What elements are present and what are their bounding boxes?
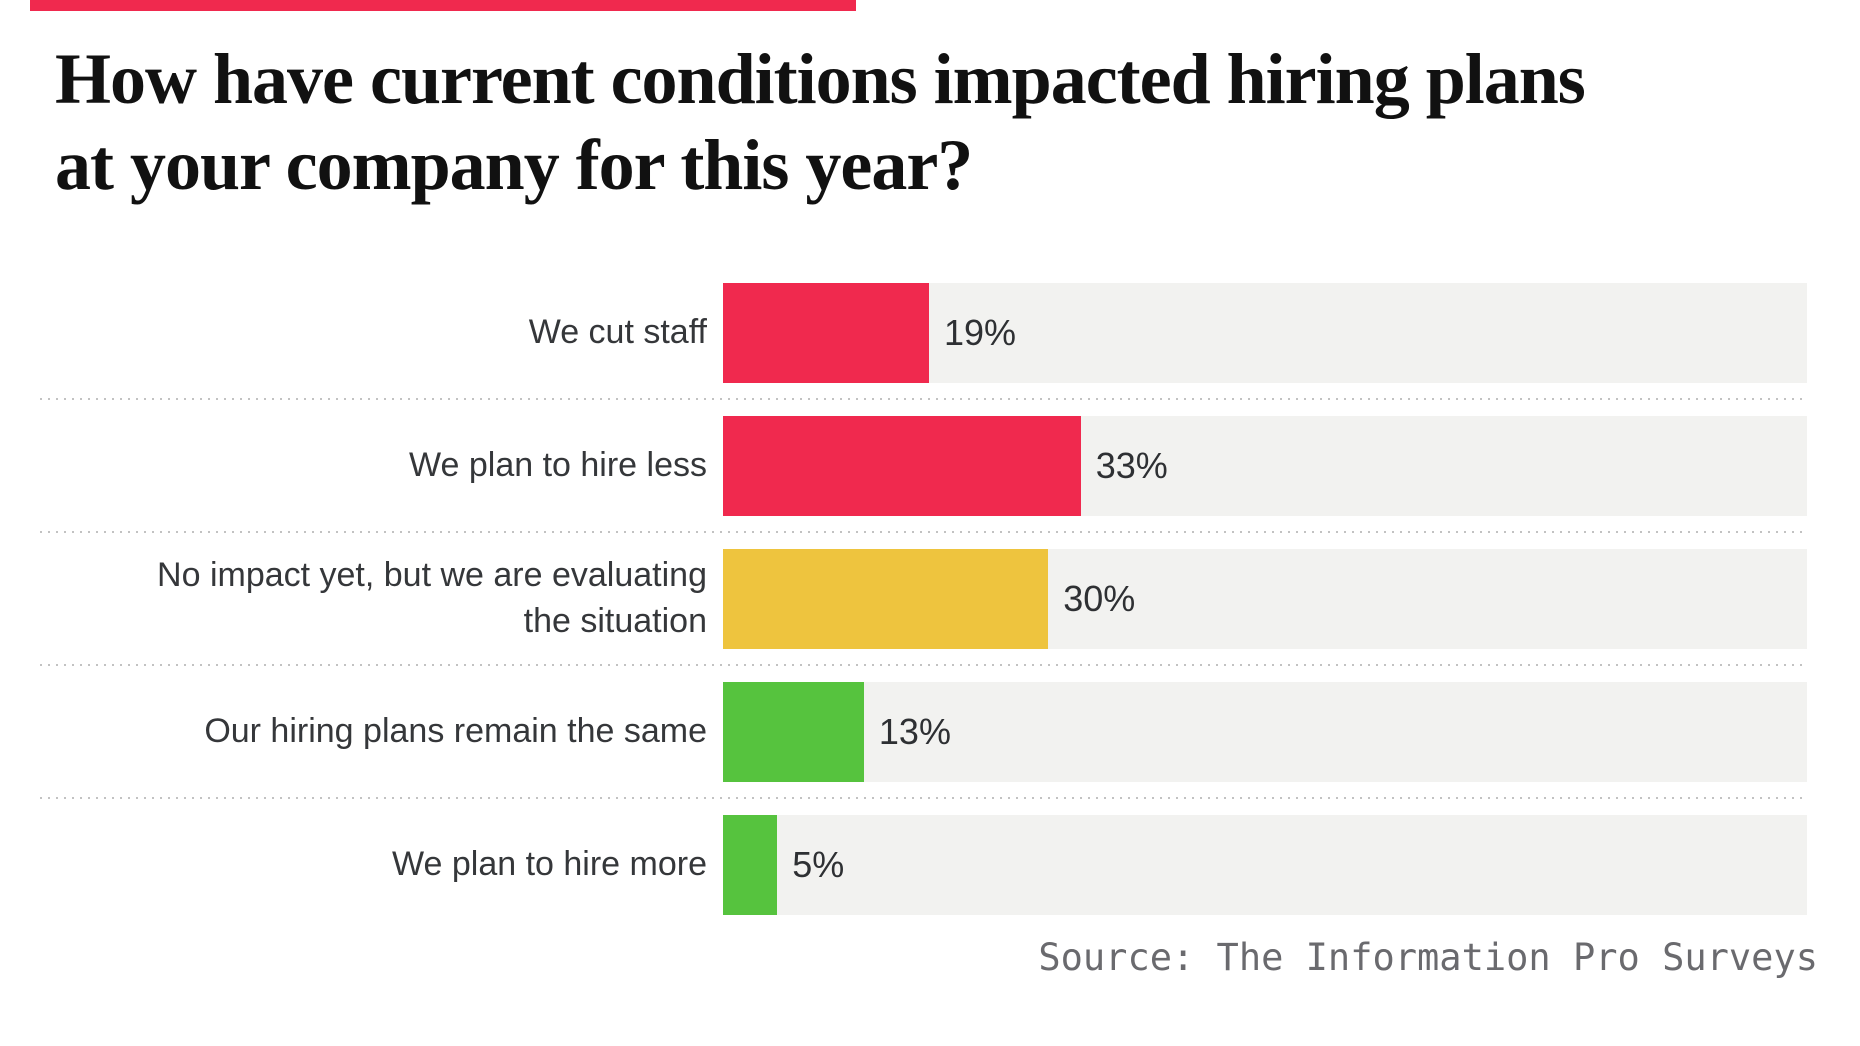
bar-track: 5% — [723, 814, 1807, 915]
bar — [723, 681, 864, 782]
chart-row: We cut staff 19% — [40, 266, 1807, 400]
value-label: 33% — [1095, 444, 1168, 486]
category-label: No impact yet, but we are evaluating the… — [157, 556, 707, 640]
category-label: We cut staff — [528, 312, 707, 351]
bar-track: 13% — [723, 681, 1807, 782]
chart-title: How have current conditions impacted hir… — [55, 39, 1586, 206]
chart-row: Our hiring plans remain the same 13% — [40, 665, 1807, 799]
accent-bar — [30, 0, 856, 11]
chart-row: No impact yet, but we are evaluating the… — [40, 532, 1807, 666]
bar — [723, 814, 778, 915]
bar — [723, 548, 1049, 649]
chart-row: We plan to hire more 5% — [40, 798, 1807, 931]
source-text: Source: The Information Pro Surveys — [1038, 936, 1818, 979]
chart-row: We plan to hire less 33% — [40, 399, 1807, 533]
category-label: We plan to hire more — [392, 844, 707, 883]
category-label: We plan to hire less — [409, 445, 707, 484]
bar-track: 19% — [723, 282, 1807, 383]
value-label: 5% — [792, 843, 845, 885]
value-label: 13% — [878, 710, 951, 752]
value-label: 19% — [943, 311, 1017, 353]
value-label: 30% — [1063, 577, 1136, 619]
bar — [723, 282, 929, 383]
bar-chart: We cut staff 19% We plan to hire less 33… — [40, 266, 1807, 931]
category-label: Our hiring plans remain the same — [204, 711, 707, 750]
bar-track: 30% — [723, 548, 1807, 649]
bar — [723, 415, 1081, 516]
bar-track: 33% — [723, 415, 1807, 516]
